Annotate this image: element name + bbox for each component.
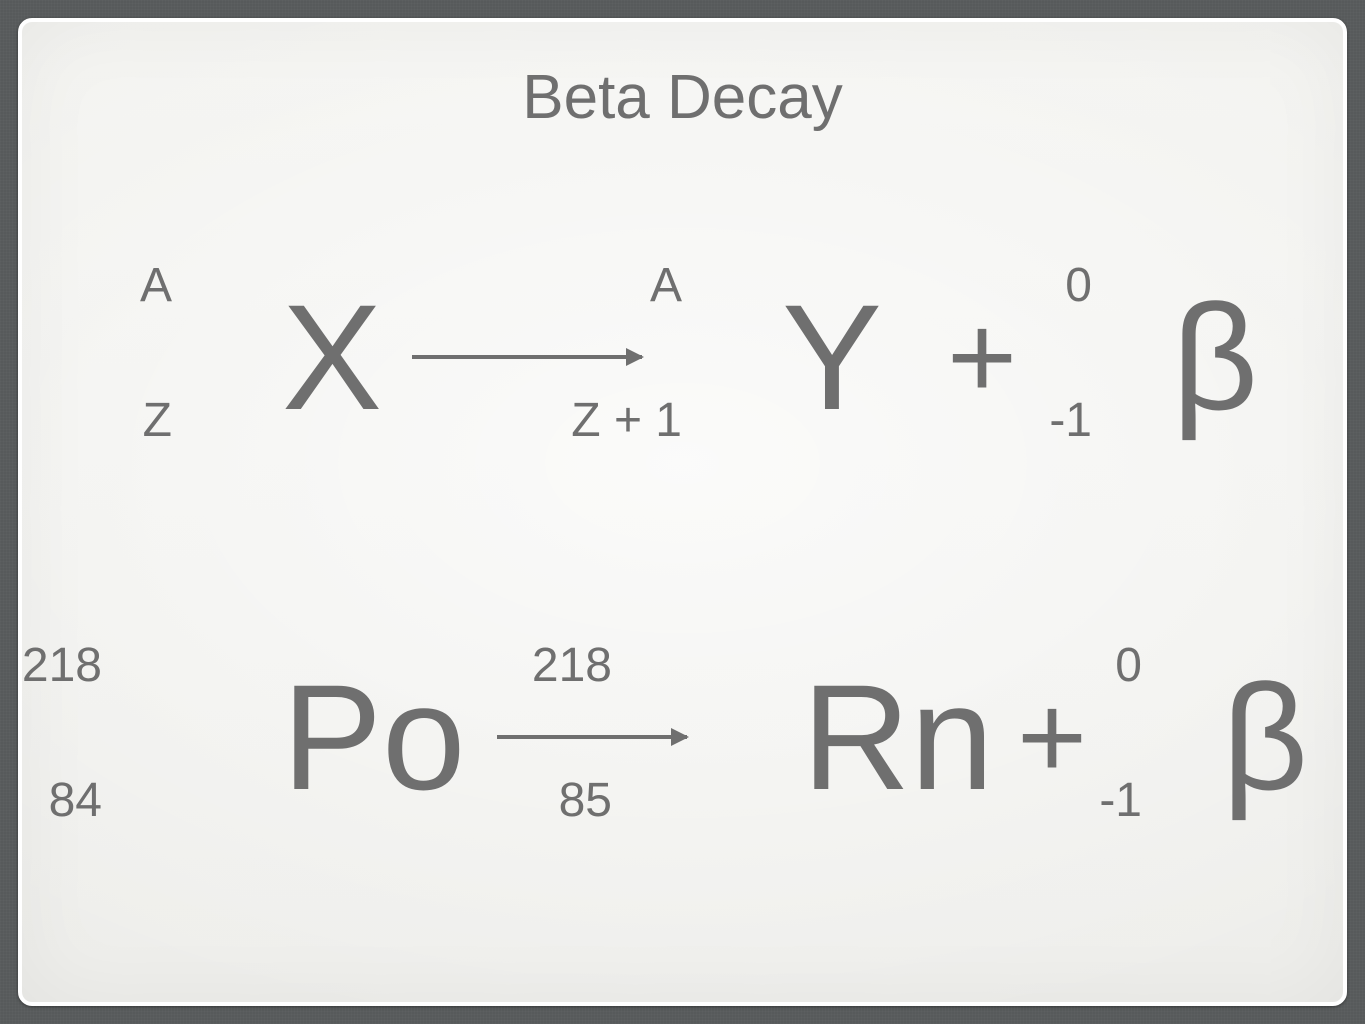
equation-generic: A Z X A Z + 1 Y + 0 -1 β [22,282,1343,482]
atomic-number: Z [92,397,172,445]
atomic-number: -1 [1062,777,1142,825]
element-symbol: Y [782,282,882,432]
slide-card: Beta Decay A Z X A Z + 1 Y + 0 -1 β 218 … [18,18,1347,1006]
mass-number: 218 [0,642,102,690]
mass-number: 218 [492,642,612,690]
decay-arrow-icon [497,735,687,739]
equation-example: 218 84 Po 218 85 Rn + 0 -1 β [22,662,1343,862]
mass-number: 0 [1012,262,1092,310]
mass-number: A [532,262,682,310]
mass-number: A [92,262,172,310]
mass-number: 0 [1062,642,1142,690]
beta-symbol: β [1172,282,1258,432]
element-symbol: X [282,282,382,432]
atomic-number: 85 [492,777,612,825]
beta-symbol: β [1222,662,1308,812]
atomic-number: Z + 1 [532,397,682,445]
plus-operator: + [947,282,1017,432]
atomic-number: -1 [1012,397,1092,445]
element-symbol: Po [282,662,465,812]
decay-arrow-icon [412,355,642,359]
element-symbol: Rn [802,662,994,812]
atomic-number: 84 [0,777,102,825]
slide-title: Beta Decay [22,62,1343,133]
